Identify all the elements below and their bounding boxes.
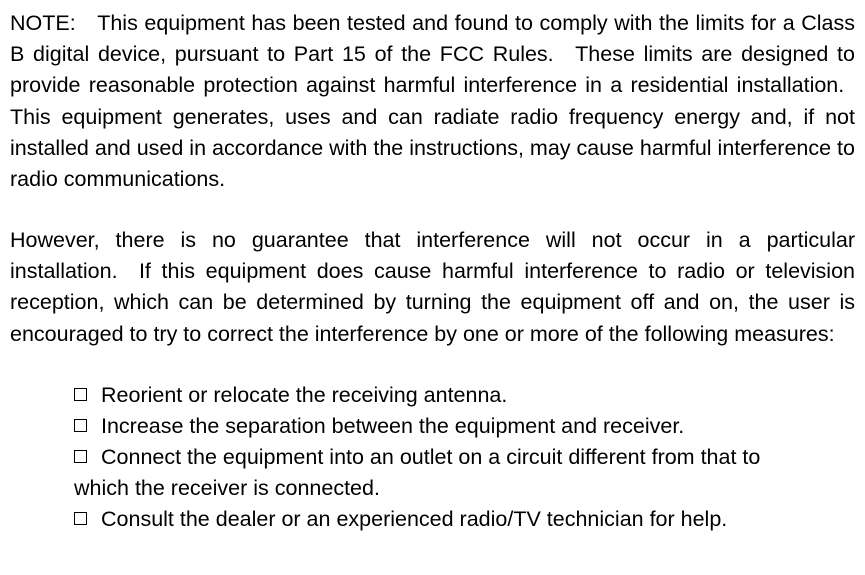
bullet-text: Reorient or relocate the receiving anten… [101,380,845,411]
bullet-text: Increase the separation between the equi… [101,411,845,442]
bullet-text: Connect the equipment into an outlet on … [101,442,845,473]
bullet-text: Consult the dealer or an experienced rad… [101,504,845,535]
bullet-list: Reorient or relocate the receiving anten… [10,380,855,536]
list-item: Reorient or relocate the receiving anten… [74,380,845,411]
square-bullet-icon [74,450,87,463]
list-item: Increase the separation between the equi… [74,411,845,442]
square-bullet-icon [74,512,87,525]
paragraph-note: NOTE: This equipment has been tested and… [10,8,855,195]
paragraph-however: However, there is no guarantee that inte… [10,225,855,350]
list-item: Consult the dealer or an experienced rad… [74,504,845,535]
square-bullet-icon [74,388,87,401]
list-item: Connect the equipment into an outlet on … [74,442,845,473]
square-bullet-icon [74,419,87,432]
bullet-continuation: which the receiver is connected. [74,473,845,504]
